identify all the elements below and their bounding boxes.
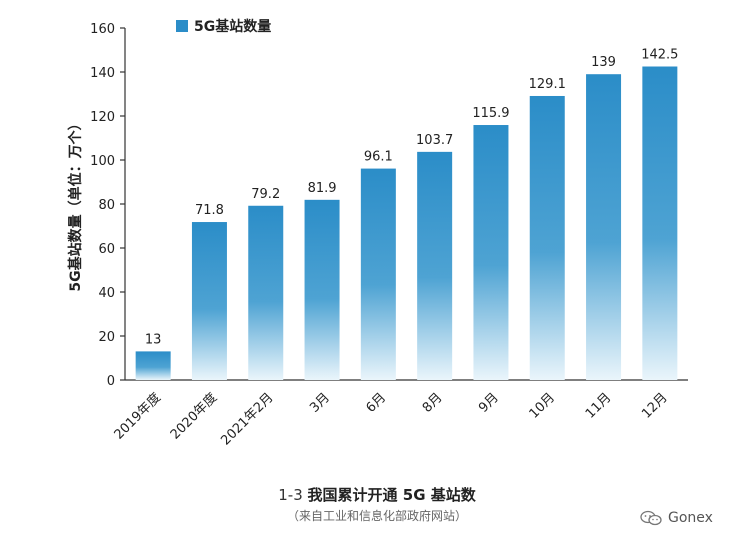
legend: 5G基站数量 bbox=[176, 18, 271, 35]
watermark: Gonex bbox=[640, 510, 713, 526]
data-label: 129.1 bbox=[529, 77, 566, 92]
x-tick-label: 11月 bbox=[583, 390, 614, 421]
y-tick-label: 80 bbox=[98, 198, 115, 213]
data-label: 13 bbox=[145, 332, 162, 347]
bar bbox=[248, 205, 284, 380]
y-tick-label: 40 bbox=[98, 286, 115, 301]
watermark-text: Gonex bbox=[668, 510, 713, 526]
data-label: 103.7 bbox=[416, 133, 453, 148]
bar bbox=[417, 151, 453, 380]
data-label: 115.9 bbox=[472, 106, 509, 121]
legend-swatch bbox=[176, 20, 188, 32]
x-tick-label: 6月 bbox=[364, 390, 390, 416]
bar bbox=[642, 66, 678, 380]
x-tick-label: 2021年2月 bbox=[218, 390, 276, 448]
legend-label: 5G基站数量 bbox=[194, 18, 271, 35]
bar bbox=[473, 125, 509, 381]
wechat-icon bbox=[640, 510, 662, 526]
y-tick-label: 60 bbox=[98, 242, 115, 257]
x-tick-label: 8月 bbox=[420, 390, 446, 416]
bar bbox=[135, 351, 171, 380]
data-label: 79.2 bbox=[251, 187, 280, 202]
y-tick-label: 0 bbox=[107, 374, 115, 389]
bar bbox=[529, 95, 565, 380]
y-tick-label: 140 bbox=[90, 66, 115, 81]
x-tick-label: 2020年度 bbox=[167, 390, 220, 443]
figure-number: 1-3 bbox=[278, 486, 303, 504]
figure-caption: 1-3 我国累计开通 5G 基站数 bbox=[0, 484, 754, 505]
data-label: 142.5 bbox=[641, 48, 678, 63]
x-tick-label: 2019年度 bbox=[111, 390, 164, 443]
data-label: 81.9 bbox=[308, 181, 337, 196]
data-label: 139 bbox=[591, 55, 616, 70]
x-tick-label: 3月 bbox=[307, 390, 333, 416]
bar-chart: 0 20 40 60 80 100 120 140 160 2019年度 2020年度2021年2… bbox=[67, 18, 688, 448]
bar bbox=[586, 74, 622, 380]
bar bbox=[191, 222, 227, 380]
bar bbox=[304, 199, 340, 380]
y-tick-label: 160 bbox=[90, 22, 115, 37]
y-tick-label: 100 bbox=[90, 154, 115, 169]
data-label: 71.8 bbox=[195, 203, 224, 218]
x-tick-label: 10月 bbox=[527, 390, 558, 421]
bar bbox=[360, 168, 396, 380]
y-tick-label: 120 bbox=[90, 110, 115, 125]
x-tick-label: 12月 bbox=[639, 390, 670, 421]
figure-source: （来自工业和信息化部政府网站） bbox=[286, 509, 467, 523]
y-axis: 0 20 40 60 80 100 120 140 160 bbox=[90, 22, 126, 389]
y-tick-label: 20 bbox=[98, 330, 115, 345]
x-tick-label: 9月 bbox=[476, 390, 502, 416]
figure-title: 我国累计开通 5G 基站数 bbox=[307, 486, 476, 504]
data-label: 96.1 bbox=[364, 150, 393, 165]
bars: 13 71.8 79.2 81.9 96.1 103.7 115.9 129.1 139 142.… bbox=[135, 48, 678, 381]
y-axis-title: 5G基站数量（单位：万个） bbox=[67, 116, 84, 291]
